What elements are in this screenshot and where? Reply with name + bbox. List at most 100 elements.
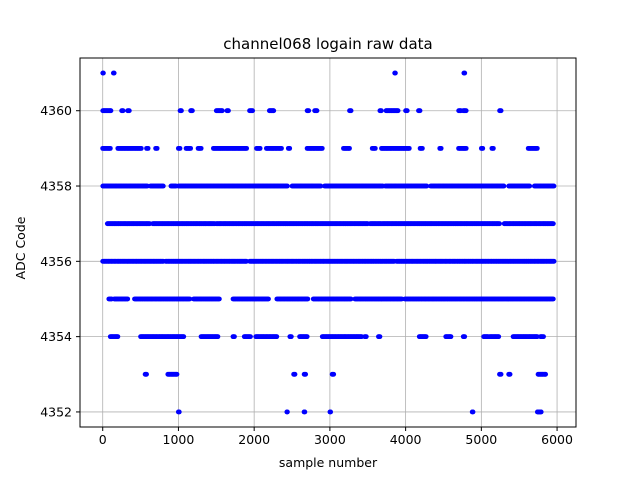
data-point (462, 334, 468, 340)
data-point (101, 70, 106, 76)
data-point (417, 108, 423, 114)
data-point (534, 145, 540, 151)
data-point (179, 108, 184, 114)
data-point (319, 145, 325, 151)
data-point (470, 409, 476, 415)
data-point (314, 108, 320, 114)
data-point (306, 108, 312, 114)
data-point (541, 334, 546, 340)
data-point (187, 296, 193, 302)
data-point (463, 108, 469, 114)
data-point (347, 145, 352, 151)
data-point (279, 145, 284, 151)
data-point (348, 296, 354, 302)
data-point (232, 334, 237, 340)
data-point (190, 108, 195, 114)
data-point (177, 145, 183, 151)
data-point (448, 334, 454, 340)
plot-frame (79, 57, 577, 428)
data-point (348, 108, 354, 114)
x-tick-label: 3000 (314, 432, 346, 447)
data-point (424, 183, 430, 189)
data-point (181, 334, 187, 340)
data-point (498, 108, 504, 114)
plot-area (80, 58, 576, 427)
data-point (490, 145, 496, 151)
data-point (244, 145, 250, 151)
data-point (215, 334, 221, 340)
x-tick-label: 4000 (390, 432, 422, 447)
data-point (379, 108, 384, 114)
y-tick-label: 4356 (40, 254, 72, 269)
data-point (372, 145, 378, 151)
data-point (144, 371, 149, 377)
data-points (100, 70, 557, 415)
data-point (176, 409, 182, 415)
data-point (501, 183, 507, 189)
data-point (257, 145, 263, 151)
data-point (266, 296, 271, 302)
data-point (377, 334, 383, 340)
data-point (271, 108, 277, 114)
data-point (438, 145, 444, 151)
data-point (538, 409, 544, 415)
data-point (497, 221, 502, 227)
data-point (303, 371, 309, 377)
x-tick-label: 1000 (163, 432, 195, 447)
data-point (115, 334, 121, 340)
data-point (404, 108, 410, 114)
data-point (107, 145, 113, 151)
x-tick-label: 0 (99, 432, 107, 447)
data-point (393, 70, 398, 76)
data-point (145, 145, 151, 151)
data-point (216, 296, 222, 302)
data-point (363, 334, 369, 340)
data-point (288, 334, 294, 340)
data-point (302, 409, 308, 415)
data-point (126, 108, 132, 114)
data-point (188, 145, 194, 151)
x-axis-label: sample number (279, 455, 378, 470)
data-point (274, 334, 280, 340)
data-point (331, 371, 337, 377)
data-point (154, 145, 160, 151)
data-point (108, 108, 114, 114)
y-tick-label: 4358 (40, 179, 72, 194)
data-point (551, 258, 557, 264)
data-point (125, 296, 131, 302)
data-point (498, 371, 504, 377)
data-point (550, 221, 556, 227)
data-point (250, 108, 256, 114)
data-point (550, 296, 556, 302)
x-tick-label: 2000 (238, 432, 270, 447)
y-tick-label: 4354 (40, 329, 72, 344)
data-point (551, 183, 557, 189)
data-point (328, 409, 334, 415)
data-point (198, 145, 204, 151)
data-point (527, 183, 533, 189)
data-point (318, 183, 324, 189)
x-tick-label: 5000 (465, 432, 497, 447)
y-tick-label: 4360 (40, 103, 72, 118)
data-point (543, 371, 549, 377)
data-point (174, 371, 180, 377)
data-point (285, 183, 290, 189)
data-point (138, 145, 144, 151)
data-point (292, 371, 298, 377)
y-axis-label: ADC Code (13, 216, 28, 279)
chart-title: channel068 logain raw data (223, 35, 432, 53)
data-point (285, 409, 290, 415)
data-point (248, 334, 253, 340)
data-point (304, 334, 310, 340)
data-point (496, 334, 502, 340)
data-point (395, 108, 401, 114)
data-point (463, 145, 469, 151)
data-point (287, 145, 293, 151)
data-point (120, 108, 126, 114)
data-point (111, 70, 117, 76)
data-point (462, 70, 468, 76)
data-point (219, 108, 225, 114)
data-point (406, 145, 412, 151)
